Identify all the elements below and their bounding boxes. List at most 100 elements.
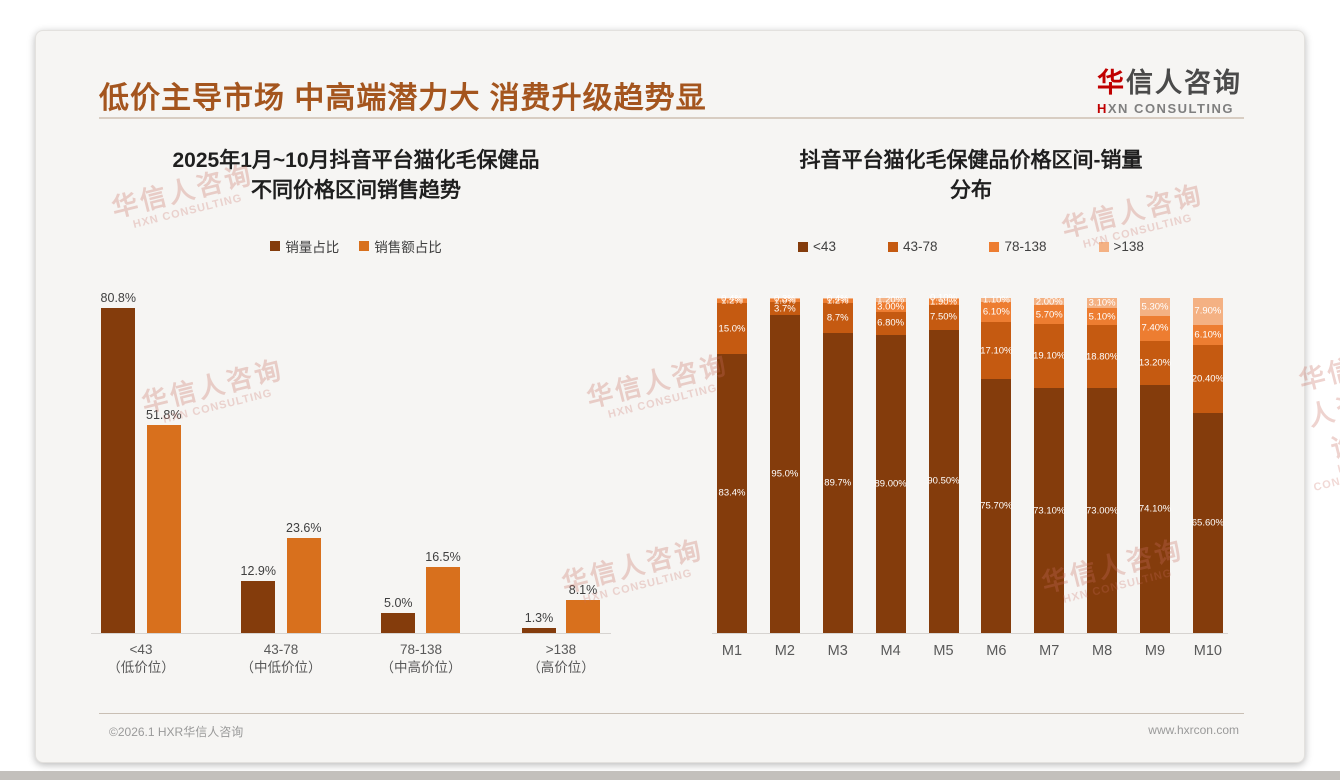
bar-value-label: 80.8% [100, 291, 136, 306]
segment-value-label: 89.7% [824, 477, 852, 488]
stacked-bar-column: 90.50% 7.50% 1.90% 0.10% [924, 293, 964, 633]
segment-value-label: 1.2% [826, 295, 849, 307]
month-label: M6 [986, 643, 1007, 659]
bar-value-label: 12.9% [240, 564, 276, 579]
stack-segment: 5.10% [1087, 308, 1118, 326]
stack-segment: 1.0% [769, 296, 800, 305]
segment-value-label: 18.80% [1086, 351, 1119, 363]
stack-segment: 1.90% [928, 297, 959, 306]
segment-value-label: 8.7% [826, 312, 849, 324]
company-logo: 华信人咨询 HXN CONSULTING [1097, 61, 1242, 116]
left-chart-plot: 80.8% 51.8% 12.9% 23.6% 5.0% 16.5% 1.3% 8.1% [91, 271, 611, 634]
stacked-bar: 90.50% 7.50% 1.90% 0.10% [927, 293, 960, 633]
slide-card: 低价主导市场 中高端潜力大 消费升级趋势显 华信人咨询 HXN CONSULTI… [35, 30, 1340, 763]
bar-column: 5.0% [381, 596, 416, 633]
bar [146, 424, 181, 633]
month-label: M8 [1092, 643, 1113, 659]
left-chart-legend: 销量占比 销售额占比 [66, 236, 646, 256]
stack-segment: 65.60% [1192, 413, 1224, 633]
segment-value-label: 13.20% [1138, 356, 1172, 368]
watermark: 华信人咨询 HXN CONSULTING [1295, 352, 1340, 494]
segment-value-label: 20.40% [1191, 373, 1224, 385]
bar [241, 581, 276, 633]
stack-segment: 73.00% [1086, 388, 1119, 633]
segment-value-label: 90.50% [927, 475, 960, 487]
stacked-bar-column: 75.70% 17.10% 6.10% 1.10% [976, 295, 1016, 633]
stacked-bar: 73.00% 18.80% 5.10% 3.10% [1086, 297, 1119, 633]
stack-segment: 73.10% [1033, 388, 1066, 633]
logo-en-text: HXN CONSULTING [1097, 101, 1235, 116]
segment-value-label: 5.10% [1088, 311, 1116, 323]
legend-swatch [359, 241, 370, 251]
footer-copyright: ©2026.1 HXR华信人咨询 [109, 725, 244, 739]
stack-segment: 15.0% [717, 303, 747, 354]
legend-swatch [887, 241, 898, 252]
segment-value-label: 89.00% [874, 478, 907, 490]
stack-segment: 1.2% [822, 297, 853, 306]
bar-value-label: 16.5% [425, 549, 461, 564]
segment-value-label: 7.90% [1194, 305, 1222, 317]
bar-column: 80.8% [101, 291, 136, 633]
stack-segment: 3.7% [769, 302, 800, 315]
stack-segment: 83.4% [717, 353, 747, 633]
stack-segment: 7.50% [928, 304, 959, 330]
stack-segment: 1.2% [717, 297, 747, 306]
legend-label: <43 [813, 239, 836, 254]
month-label: M10 [1193, 643, 1222, 659]
category-label: <43 （低价位） [107, 642, 175, 676]
stacked-bar: 74.10% 13.20% 7.40% 5.30% [1138, 298, 1172, 633]
stack-segment: 6.80% [875, 312, 906, 335]
stacked-bar: 83.4% 15.0% 1.2% 0.4% [717, 294, 747, 633]
left-chart-categories: <43 （低价位） 43-78 （中低价位） 78-138 （中高价位） >138 （… [91, 634, 611, 677]
footer-divider [99, 713, 1244, 714]
left-chart-title: 2025年1月~10月抖音平台猫化毛保健品 不同价格区间销售趋势 [172, 149, 540, 203]
segment-value-label: 19.10% [1033, 350, 1066, 362]
header-divider [99, 117, 1244, 119]
stacked-bar-column: 73.10% 19.10% 5.70% 2.00% [1029, 297, 1069, 633]
month-label: M7 [1039, 643, 1060, 659]
category-label: >138 （高价位） [527, 642, 595, 676]
stacked-bar: 89.00% 6.80% 3.00% 1.20% [874, 294, 907, 633]
segment-value-label: 6.10% [982, 306, 1010, 318]
bar-column: 51.8% [146, 408, 181, 633]
stacked-bar-column: 65.60% 20.40% 6.10% 7.90% [1188, 298, 1228, 633]
stack-segment: 1.10% [981, 295, 1012, 304]
stacked-bar: 65.60% 20.40% 6.10% 7.90% [1191, 298, 1224, 633]
right-chart-title: 抖音平台猫化毛保健品价格区间-销量 分布 [799, 149, 1143, 203]
stack-segment: 19.10% [1033, 324, 1066, 389]
segment-value-label: 3.00% [877, 301, 905, 313]
stack-segment: 13.20% [1138, 340, 1172, 385]
segment-value-label: 7.50% [930, 311, 957, 323]
segment-value-label: 73.00% [1086, 504, 1119, 516]
stacked-bar-column: 74.10% 13.20% 7.40% 5.30% [1135, 298, 1175, 633]
legend-swatch [1098, 241, 1109, 252]
segment-value-label: 5.70% [1035, 308, 1063, 320]
legend-swatch [270, 241, 281, 251]
stacked-bar: 89.7% 8.7% 1.2% 0.4% [822, 294, 853, 633]
segment-value-label: 1.0% [774, 294, 796, 306]
legend-item: <43 [798, 239, 836, 254]
stack-segment: 89.00% [874, 334, 907, 633]
bar-column: 16.5% [425, 549, 461, 633]
stacked-bar: 95.0% 3.7% 1.0% 0.3% [769, 294, 800, 633]
legend-item: 销售额占比 [359, 236, 442, 256]
legend-label: 78-138 [1004, 239, 1047, 254]
segment-value-label: 3.10% [1088, 297, 1116, 309]
bar-value-label: 51.8% [146, 407, 182, 422]
month-label: M4 [880, 643, 901, 659]
month-label: M3 [827, 643, 848, 659]
stacked-bar: 75.70% 17.10% 6.10% 1.10% [980, 295, 1013, 633]
stack-segment: 3.00% [875, 301, 906, 313]
segment-value-label: 17.10% [980, 345, 1013, 357]
category-label: 78-138 （中高价位） [380, 642, 462, 676]
stacked-bar-column: 73.00% 18.80% 5.10% 3.10% [1082, 298, 1122, 633]
segment-value-label: 1.20% [877, 294, 905, 306]
bar-column: 12.9% [241, 564, 276, 633]
bar-column: 1.3% [522, 611, 556, 633]
stack-segment: 1.20% [875, 294, 906, 306]
stack-segment: 6.10% [981, 301, 1012, 323]
segment-value-label: 74.10% [1138, 503, 1172, 515]
bar-group: 1.3% 8.1% [511, 271, 611, 633]
stack-segment: 7.40% [1140, 315, 1170, 341]
segment-value-label: 73.10% [1033, 504, 1066, 516]
